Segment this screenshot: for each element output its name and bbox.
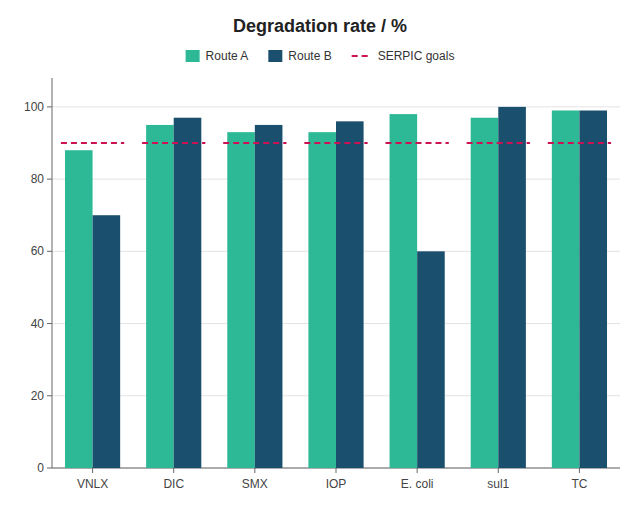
- legend: Route A Route B SERPIC goals: [186, 49, 455, 63]
- x-tick: [254, 468, 255, 473]
- y-tick: [47, 179, 52, 180]
- goal-line: [385, 142, 448, 144]
- y-tick-label: 40: [31, 317, 45, 331]
- title: Degradation rate / %: [233, 16, 407, 36]
- bar: [471, 118, 499, 468]
- legend-item: Route B: [268, 49, 331, 63]
- bar: [336, 121, 364, 468]
- bar: [579, 111, 607, 469]
- legend-label: SERPIC goals: [378, 49, 455, 63]
- plot-area: [61, 107, 611, 468]
- y-axis-line: [52, 78, 53, 468]
- bar: [146, 125, 174, 468]
- x-tick: [336, 468, 337, 473]
- grid: [52, 107, 620, 468]
- bar: [174, 118, 202, 468]
- x-tick-label: SMX: [242, 477, 268, 491]
- chart-container: Degradation rate / % 0 20 40 60 80 100 VNLX DIC S…: [0, 0, 640, 512]
- legend-swatch: [186, 50, 200, 62]
- bar: [227, 132, 255, 468]
- y-tick: [47, 468, 52, 469]
- goal-line: [467, 142, 530, 144]
- goal-line: [142, 142, 205, 144]
- legend-swatch: [268, 50, 282, 62]
- grid-line: [52, 106, 620, 107]
- y-tick: [47, 323, 52, 324]
- y-tick-label: 100: [24, 100, 44, 114]
- x-tick: [417, 468, 418, 473]
- bar: [255, 125, 283, 468]
- goal-line: [223, 142, 286, 144]
- chart: Degradation rate / % 0 20 40 60 80 100 VNLX DIC S…: [0, 0, 640, 512]
- legend-swatch: [352, 55, 372, 57]
- y-tick-label: 20: [31, 389, 45, 403]
- x-tick-label: VNLX: [77, 477, 108, 491]
- legend-item: Route A: [186, 49, 249, 63]
- x-tick-label: sul1: [487, 477, 509, 491]
- x-tick-label: IOP: [326, 477, 347, 491]
- goal-line: [61, 142, 124, 144]
- legend-label: Route B: [288, 49, 331, 63]
- legend-label: Route A: [206, 49, 249, 63]
- bar: [308, 132, 336, 468]
- x-tick: [92, 468, 93, 473]
- x-tick-label: TC: [571, 477, 587, 491]
- y-tick-label: 60: [31, 244, 45, 258]
- bar: [417, 251, 445, 468]
- x-tick-label: E. coli: [401, 477, 434, 491]
- x-tick-label: DIC: [163, 477, 184, 491]
- y-tick-label: 80: [31, 172, 45, 186]
- y-tick-label: 0: [37, 461, 44, 475]
- y-tick: [47, 106, 52, 107]
- x-tick: [579, 468, 580, 473]
- goal-line: [548, 142, 611, 144]
- y-tick: [47, 395, 52, 396]
- bar: [65, 150, 93, 468]
- bar: [498, 107, 526, 468]
- goal-line: [304, 142, 367, 144]
- bar: [552, 111, 580, 469]
- bar: [93, 215, 121, 468]
- bar: [390, 114, 418, 468]
- y-tick: [47, 251, 52, 252]
- x-tick: [498, 468, 499, 473]
- legend-item: SERPIC goals: [352, 49, 455, 63]
- x-tick: [173, 468, 174, 473]
